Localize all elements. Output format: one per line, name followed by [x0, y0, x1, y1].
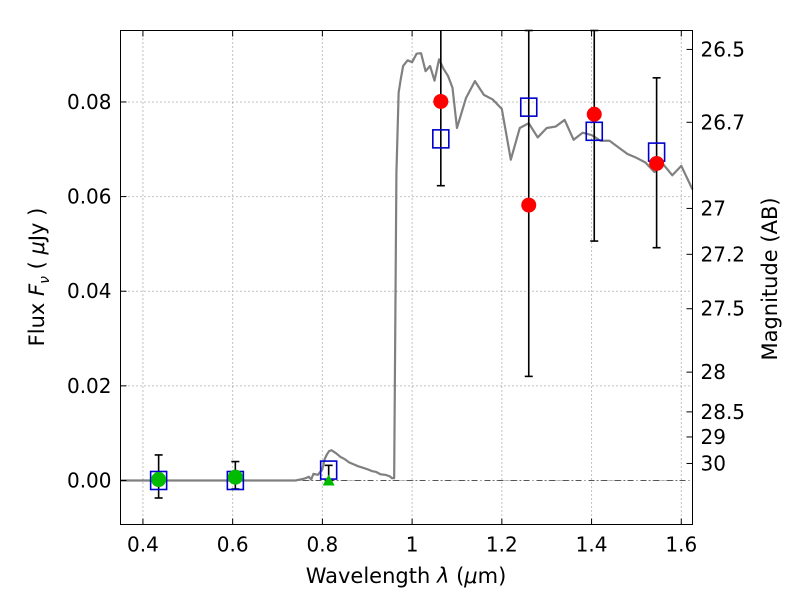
x-axis-title: Wavelength λ (μm)	[306, 564, 507, 588]
right-tick-label: 27	[701, 196, 726, 220]
model-point-square	[432, 129, 450, 149]
right-tick-label: 29	[701, 425, 726, 449]
model-sed-layer	[120, 52, 694, 482]
y-axis-title-pre: Flux	[25, 296, 49, 346]
right-tick-label: 28	[701, 360, 726, 384]
errorbars-layer	[154, 29, 661, 499]
y-tick-label: 0.08	[67, 90, 112, 114]
y-axis-title: Flux Fν ( μJy )	[25, 208, 53, 347]
y-tick-label: 0.06	[67, 185, 112, 209]
x-axis-title-lambda: λ	[436, 564, 449, 588]
x-axis-title-mu: μ	[463, 564, 477, 588]
x-axis-title-pre: Wavelength	[306, 564, 437, 588]
model-point-square	[585, 121, 604, 142]
points-layer	[149, 93, 666, 491]
right-tick-label: 26.7	[701, 110, 746, 134]
grid-lines	[120, 30, 693, 525]
detection-point	[433, 93, 449, 109]
right-axis-title: Magnitude (AB)	[758, 197, 782, 360]
plot-frame	[120, 30, 693, 525]
y-axis-title-sub: ν	[37, 276, 53, 284]
model-sed-line	[120, 52, 694, 482]
y-tick-label: 0.04	[67, 279, 112, 303]
detection-point	[521, 197, 537, 213]
y-axis-title-post: Jy )	[25, 208, 49, 244]
x-tick-label: 0.4	[127, 533, 159, 557]
detection-point	[586, 106, 602, 122]
y-axis-title-mid: (	[25, 255, 49, 277]
x-ticks: 0.4 0.6 0.8 1 1.2 1.4 1.6	[127, 30, 697, 557]
optical-detection-point	[151, 472, 167, 488]
model-point-square	[519, 97, 538, 117]
y-ticks: 0.00 0.02 0.04 0.06 0.08	[67, 90, 127, 492]
detection-point	[649, 155, 665, 171]
x-axis-title-mid: (	[449, 564, 464, 588]
right-tick-label: 27.5	[701, 297, 746, 321]
x-axis-title-post: m)	[478, 564, 507, 588]
x-tick-label: 1.2	[486, 533, 518, 557]
right-tick-label: 26.5	[701, 37, 746, 61]
optical-detection-point	[227, 469, 243, 485]
x-tick-label: 1	[406, 533, 419, 557]
upper-limit-triangle	[322, 474, 335, 486]
y-tick-label: 0.00	[67, 468, 112, 492]
y-axis-title-f: F	[25, 283, 49, 296]
x-tick-label: 0.8	[306, 533, 338, 557]
model-point-square	[149, 470, 168, 491]
y-tick-label: 0.02	[67, 374, 112, 398]
right-tick-label: 30	[701, 451, 726, 475]
y-axis-title-mu: μ	[25, 241, 49, 255]
right-tick-label: 27.2	[701, 242, 746, 266]
x-tick-label: 1.6	[665, 533, 697, 557]
right-tick-label: 28.5	[701, 400, 746, 424]
x-tick-label: 1.4	[576, 533, 608, 557]
x-tick-label: 0.6	[217, 533, 249, 557]
